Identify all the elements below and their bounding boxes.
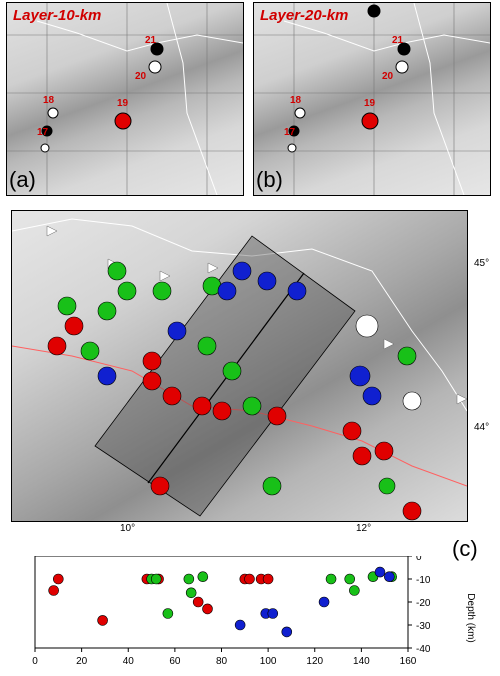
- lon-tick-label: 10°: [120, 523, 136, 534]
- section-point: [162, 608, 174, 619]
- x-tick-label: 60: [169, 656, 181, 667]
- beachball-20: [148, 60, 162, 74]
- mechanism-clusters: [47, 261, 422, 521]
- lat-tick-label: 44°: [474, 422, 490, 433]
- section-point: [325, 573, 337, 585]
- section-point: [202, 603, 213, 615]
- event-label: 20: [382, 71, 394, 82]
- section-point: [349, 585, 360, 596]
- beachball-21: [397, 42, 411, 56]
- main-map-layer: [12, 218, 467, 521]
- section-point: [185, 587, 197, 599]
- x-tick-label: 140: [353, 656, 370, 667]
- section-point: [192, 596, 204, 608]
- section-frame: [34, 556, 409, 649]
- panel-b-title: Layer-20-km: [260, 7, 349, 24]
- lon-tick-label: 12°: [356, 523, 372, 534]
- y-tick-label: -40: [416, 644, 431, 655]
- lat-tick-label: 45°: [474, 258, 490, 269]
- y-tick-label: 0: [416, 556, 422, 563]
- event-label: 21: [392, 35, 404, 46]
- event-label: 18: [43, 95, 55, 106]
- beachball-20: [395, 60, 409, 74]
- section-point: [267, 608, 279, 619]
- x-tick-label: 120: [306, 656, 323, 667]
- event-label: 19: [117, 98, 129, 109]
- event-label: 19: [364, 98, 376, 109]
- section-point: [183, 573, 195, 585]
- event-label: 20: [135, 71, 147, 82]
- section-point: [318, 596, 330, 608]
- beachball-top: [367, 4, 381, 18]
- y-tick-label: -10: [416, 575, 431, 586]
- section-point: [374, 566, 386, 578]
- cross-section-chart: 0 20 40 60 80 100 120 140 160 0 -10 -20 -30 -40 Dept…: [32, 556, 476, 667]
- section-point: [150, 573, 162, 585]
- y-tick-label: -20: [416, 598, 431, 609]
- beachball-19: [361, 112, 379, 130]
- section-point: [97, 615, 108, 626]
- y-tick-label: -30: [416, 621, 431, 632]
- x-tick-label: 0: [32, 656, 38, 667]
- panel-a-title: Layer-10-km: [13, 7, 102, 24]
- main-map: [11, 210, 468, 522]
- x-tick-label: 40: [123, 656, 135, 667]
- panel-c-label: (c): [452, 536, 478, 561]
- beachball-18: [47, 107, 59, 119]
- event-label: 17: [284, 127, 296, 138]
- panel-a-label: (a): [9, 167, 36, 192]
- beachball-18: [294, 107, 306, 119]
- panel-b-grid: [254, 3, 490, 195]
- panel-a-map: Layer-10-km 21 20 18 17 19 (a): [6, 2, 244, 196]
- event-label: 21: [145, 35, 157, 46]
- event-label: 17: [37, 127, 49, 138]
- beachball-19: [114, 112, 132, 130]
- section-point: [344, 573, 356, 585]
- section-ylabel: Depth (km): [465, 593, 476, 642]
- section-point: [244, 573, 255, 585]
- section-point: [234, 619, 246, 631]
- beachball-small: [287, 143, 297, 153]
- x-tick-label: 80: [216, 656, 228, 667]
- section-point: [48, 585, 59, 596]
- panel-b-map: Layer-20-km 21 20 18 17 19 (b): [253, 2, 491, 196]
- beachball-17: [288, 125, 300, 137]
- beachball-21: [150, 42, 164, 56]
- panel-a-grid: [7, 3, 243, 195]
- section-point: [262, 573, 274, 585]
- section-point: [384, 571, 395, 583]
- section-point: [281, 626, 293, 638]
- beachball-17: [41, 125, 53, 137]
- x-tick-label: 20: [76, 656, 88, 667]
- panel-b-label: (b): [256, 167, 283, 192]
- section-point: [197, 571, 209, 583]
- event-label: 18: [290, 95, 302, 106]
- x-tick-label: 100: [260, 656, 277, 667]
- section-point: [53, 573, 64, 585]
- beachball-small: [40, 143, 50, 153]
- x-tick-label: 160: [400, 656, 417, 667]
